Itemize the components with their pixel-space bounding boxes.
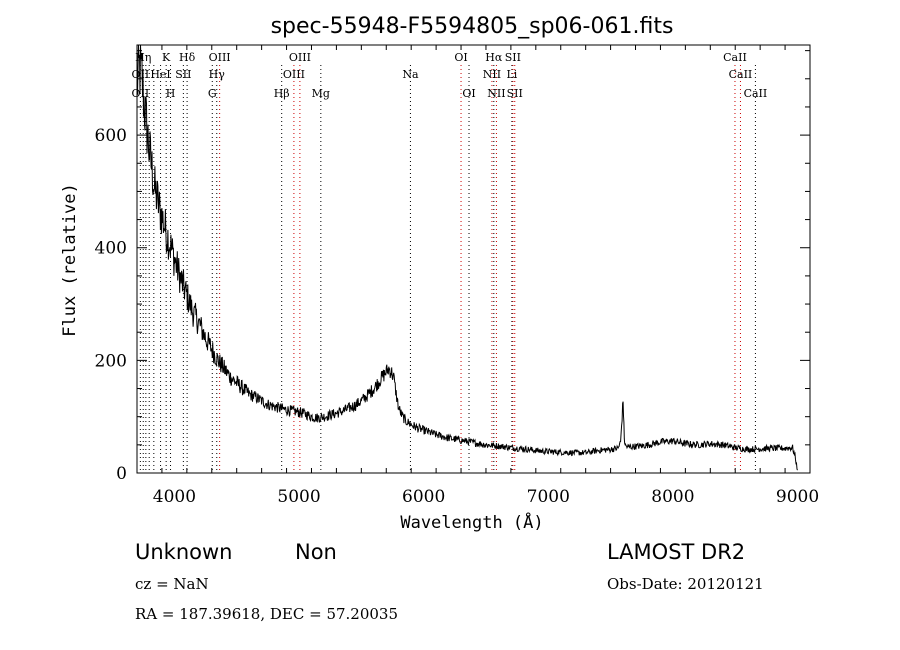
line-label-5: HeI bbox=[150, 68, 170, 81]
survey-label: LAMOST DR2 bbox=[607, 540, 745, 564]
line-label-9: Hγ bbox=[209, 68, 226, 81]
line-label-4: H bbox=[166, 87, 176, 100]
subclass-label: Non bbox=[295, 540, 337, 564]
chart-title: spec-55948-F5594805_sp06-061.fits bbox=[271, 14, 674, 39]
line-label-6: SII bbox=[175, 68, 191, 81]
line-label-10: G bbox=[208, 87, 217, 100]
x-tick-label: 5000 bbox=[277, 487, 320, 507]
y-tick-label: 600 bbox=[95, 126, 127, 146]
redshift-label: cz = NaN bbox=[135, 575, 209, 593]
x-tick-label: 8000 bbox=[651, 487, 694, 507]
y-tick-label: 200 bbox=[95, 351, 127, 371]
flux-series-line bbox=[136, 44, 798, 471]
line-label-11: Hβ bbox=[274, 87, 290, 100]
y-tick-label: 400 bbox=[95, 239, 127, 259]
emission-line-markers bbox=[139, 65, 756, 473]
y-axis-label: Flux (relative) bbox=[60, 183, 80, 337]
line-label-17: OI bbox=[462, 87, 475, 100]
obs-date-label: Obs-Date: 20120121 bbox=[607, 575, 764, 593]
line-label-22: NII bbox=[487, 87, 505, 100]
x-tick-label: 7000 bbox=[527, 487, 570, 507]
line-label-13: OIII bbox=[283, 68, 305, 81]
line-label-26: CaII bbox=[744, 87, 768, 100]
class-label: Unknown bbox=[135, 540, 232, 564]
plot-frame bbox=[136, 44, 811, 474]
line-label-1: Hη bbox=[135, 51, 151, 64]
x-axis-ticks: 4000 5000 6000 7000 8000 9000 bbox=[136, 45, 819, 507]
x-tick-label: 4000 bbox=[153, 487, 196, 507]
line-label-20: NII bbox=[483, 68, 501, 81]
x-axis-label: Wavelength (Å) bbox=[400, 511, 543, 533]
y-axis-ticks: 0 200 400 600 bbox=[95, 50, 810, 484]
line-label-8: OIII bbox=[209, 51, 231, 64]
y-tick-label: 0 bbox=[116, 464, 127, 484]
line-label-25: CaII bbox=[729, 68, 753, 81]
line-label-14: Mg bbox=[312, 87, 330, 100]
line-label-21: Li bbox=[506, 68, 517, 81]
line-label-7: Hδ bbox=[179, 51, 196, 64]
line-label-24: CaII bbox=[723, 51, 747, 64]
x-tick-label: 9000 bbox=[776, 487, 819, 507]
x-tick-label: 6000 bbox=[402, 487, 445, 507]
line-label-15: Na bbox=[402, 68, 419, 81]
line-label-18: Hα bbox=[485, 51, 503, 64]
line-label-23: SII bbox=[507, 87, 523, 100]
line-label-19: SII bbox=[505, 51, 521, 64]
line-label-12: OIII bbox=[289, 51, 311, 64]
line-label-3: K bbox=[162, 51, 171, 64]
coordinates-label: RA = 187.39618, DEC = 57.20035 bbox=[135, 605, 398, 623]
line-label-16: OI bbox=[454, 51, 467, 64]
